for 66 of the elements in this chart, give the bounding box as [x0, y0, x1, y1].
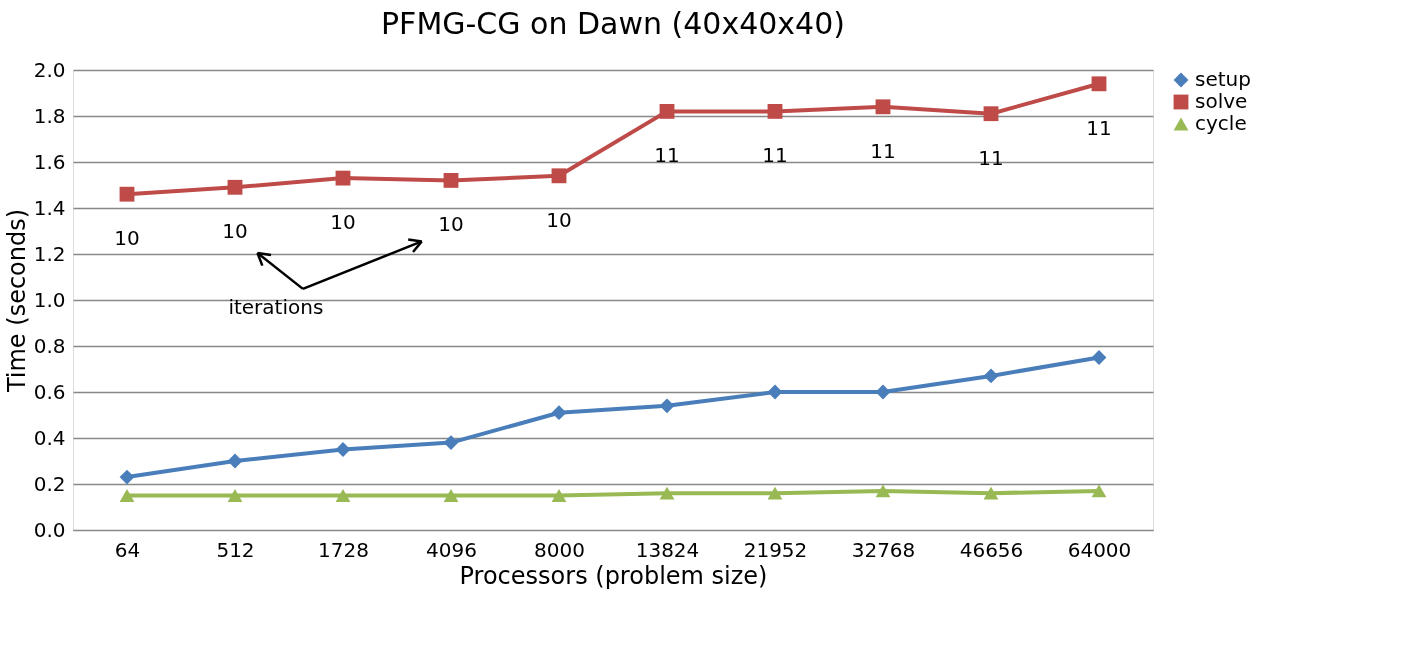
- point: [551, 405, 567, 421]
- point: [551, 489, 567, 502]
- point: [335, 489, 351, 502]
- point: [875, 484, 891, 498]
- point: [551, 168, 567, 184]
- y-tick-label: 0.0: [33, 517, 66, 542]
- point: [983, 486, 999, 500]
- y-tick-label: 2.0: [33, 57, 66, 82]
- point: [875, 384, 891, 400]
- legend-label: solve: [1195, 89, 1248, 113]
- annotation: 11: [978, 145, 1004, 170]
- point: [1091, 76, 1107, 92]
- annotation: 10: [114, 226, 140, 251]
- y-tick-label: 1.2: [33, 241, 66, 266]
- x-tick-label: 512: [216, 537, 255, 562]
- y-tick-label: 0.6: [33, 379, 66, 404]
- x-tick-label: 13824: [635, 537, 700, 562]
- x-tick-label: 46656: [959, 537, 1024, 562]
- point: [767, 486, 783, 500]
- point: [1091, 484, 1107, 498]
- point: [659, 398, 675, 414]
- x-tick-label: 64000: [1067, 537, 1132, 562]
- y-tick-label: 1.6: [33, 149, 66, 174]
- point: [659, 103, 675, 119]
- point: [335, 170, 351, 186]
- y-tick-label: 1.8: [33, 103, 66, 128]
- point: [119, 469, 135, 485]
- chart-title: PFMG-CG on Dawn (40x40x40): [381, 6, 845, 41]
- point: [875, 99, 891, 115]
- point: [443, 435, 459, 451]
- y-tick-label: 1.4: [33, 195, 66, 220]
- point: [767, 103, 783, 119]
- point: [983, 368, 999, 384]
- point: [227, 179, 243, 195]
- point: [443, 172, 459, 188]
- y-axis-title: Time (seconds): [2, 208, 31, 394]
- legend-label: setup: [1195, 67, 1251, 91]
- y-tick-label: 0.4: [33, 425, 66, 450]
- annotation: 11: [870, 138, 896, 163]
- point: [119, 186, 135, 202]
- legend-label: cycle: [1195, 111, 1247, 135]
- x-axis-title: Processors (problem size): [459, 561, 768, 590]
- point: [227, 453, 243, 469]
- point: [983, 106, 999, 122]
- annotation: 10: [330, 210, 356, 235]
- point: [443, 489, 459, 502]
- point: [659, 486, 675, 500]
- point: [119, 489, 135, 502]
- annotation: 10: [438, 212, 464, 237]
- annotation: 11: [762, 143, 788, 168]
- annotation: 10: [222, 219, 248, 244]
- annotation: 11: [1086, 115, 1112, 140]
- x-tick-label: 64: [114, 537, 141, 562]
- x-tick-label: 1728: [318, 537, 369, 562]
- x-tick-label: 8000: [534, 537, 585, 562]
- y-tick-label: 0.8: [33, 333, 66, 358]
- annotation: iterations: [228, 295, 324, 320]
- x-tick-label: 4096: [426, 537, 477, 562]
- point: [767, 384, 783, 400]
- x-tick-label: 21952: [743, 537, 808, 562]
- annotation: 11: [654, 143, 680, 168]
- y-tick-label: 0.2: [33, 471, 66, 496]
- point: [227, 489, 243, 502]
- y-tick-label: 1.0: [33, 287, 66, 312]
- x-tick-label: 32768: [851, 537, 916, 562]
- annotation: 10: [546, 207, 572, 232]
